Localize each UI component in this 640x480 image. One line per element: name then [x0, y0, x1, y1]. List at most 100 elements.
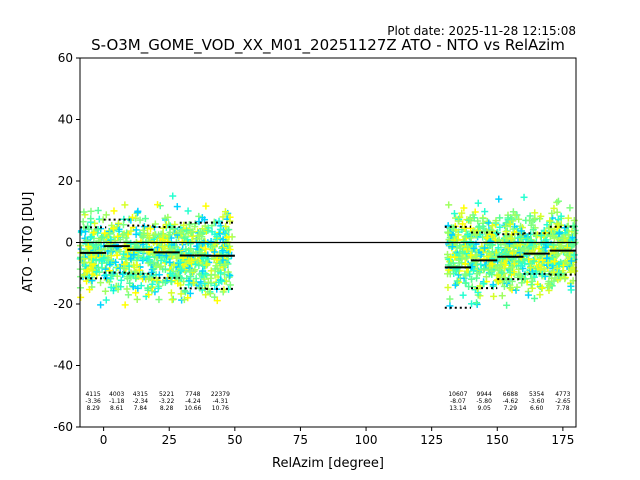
scatter-point: [524, 291, 532, 299]
bin-mean-label: -3.36: [85, 398, 101, 405]
scatter-point: [119, 221, 127, 229]
scatter-point: [202, 245, 210, 253]
scatter-point: [556, 229, 564, 237]
bin-std-label: 9.05: [477, 405, 491, 412]
scatter-point: [515, 215, 523, 223]
scatter-point: [505, 240, 513, 248]
scatter-point: [518, 224, 526, 232]
bin-count-label: 5354: [529, 391, 544, 398]
scatter-point: [219, 247, 227, 255]
scatter-point: [168, 296, 176, 304]
scatter-point: [159, 224, 167, 232]
scatter-point: [93, 268, 101, 276]
scatter-point: [86, 286, 94, 294]
scatter-point: [474, 217, 482, 225]
scatter-point: [152, 261, 160, 269]
scatter-point: [129, 271, 137, 279]
scatter-point: [168, 278, 176, 286]
scatter-point: [564, 214, 572, 222]
scatter-point: [185, 257, 193, 265]
scatter-point: [515, 258, 523, 266]
scatter-point: [566, 204, 574, 212]
x-tick-label: 0: [100, 433, 108, 447]
scatter-point: [80, 258, 88, 266]
scatter-point: [117, 276, 125, 284]
scatter-point: [570, 251, 578, 259]
scatter-point: [553, 208, 561, 216]
scatter-point: [468, 275, 476, 283]
scatter-point: [449, 259, 457, 267]
bin-count-label: 7748: [185, 391, 200, 398]
scatter-point: [192, 275, 200, 283]
scatter-point: [140, 223, 148, 231]
scatter-point: [479, 214, 487, 222]
scatter-point: [488, 222, 496, 230]
scatter-point: [450, 210, 458, 218]
scatter-point: [127, 255, 135, 263]
scatter-point: [466, 239, 474, 247]
bin-std-label: 7.84: [134, 405, 148, 412]
scatter-point: [121, 201, 129, 209]
scatter-point: [530, 243, 538, 251]
scatter-point: [206, 289, 214, 297]
scatter-point: [90, 229, 98, 237]
scatter-point: [567, 257, 575, 265]
scatter-point: [470, 244, 478, 252]
scatter-point: [167, 289, 175, 297]
scatter-point: [114, 233, 122, 241]
scatter-point: [492, 264, 500, 272]
scatter-point: [101, 287, 109, 295]
scatter-point: [553, 198, 561, 206]
scatter-point: [497, 261, 505, 269]
scatter-point: [193, 235, 201, 243]
bin-count-label: 6688: [503, 391, 518, 398]
bin-count-label: 4003: [109, 391, 124, 398]
scatter-point: [545, 224, 553, 232]
scatter-point: [107, 275, 115, 283]
scatter-point: [172, 243, 180, 251]
scatter-point: [461, 270, 469, 278]
scatter-point: [517, 247, 525, 255]
scatter-point: [128, 213, 136, 221]
scatter-point: [101, 229, 109, 237]
scatter-point: [174, 279, 182, 287]
bin-count-label: 10607: [448, 391, 467, 398]
scatter-point: [219, 256, 227, 264]
scatter-point: [127, 239, 135, 247]
scatter-point: [472, 258, 480, 266]
scatter-point: [505, 244, 513, 252]
x-tick-label: 75: [293, 433, 308, 447]
scatter-point: [102, 211, 110, 219]
scatter-point: [454, 217, 462, 225]
bin-std-label: 6.60: [530, 405, 544, 412]
scatter-point: [139, 255, 147, 263]
scatter-point: [100, 254, 108, 262]
scatter-point: [444, 284, 452, 292]
scatter-point: [510, 228, 518, 236]
scatter-point: [219, 213, 227, 221]
scatter-point: [550, 204, 558, 212]
scatter-point: [570, 216, 578, 224]
scatter-point: [184, 207, 192, 215]
scatter-point: [140, 232, 148, 240]
scatter-point: [493, 277, 501, 285]
scatter-point: [132, 214, 140, 222]
scatter-point: [468, 300, 476, 308]
scatter-point: [445, 201, 453, 209]
scatter-point: [117, 283, 125, 291]
scatter-point: [97, 301, 105, 309]
scatter-point: [148, 268, 156, 276]
scatter-point: [106, 261, 114, 269]
scatter-point: [187, 228, 195, 236]
x-tick-label: 150: [486, 433, 509, 447]
scatter-point: [85, 225, 93, 233]
scatter-point: [473, 274, 481, 282]
scatter-point: [132, 289, 140, 297]
scatter-point: [464, 231, 472, 239]
scatter-point: [507, 234, 515, 242]
scatter-point: [88, 266, 96, 274]
scatter-point: [133, 295, 141, 303]
scatter-point: [102, 274, 110, 282]
scatter-point: [170, 261, 178, 269]
scatter-point: [503, 276, 511, 284]
